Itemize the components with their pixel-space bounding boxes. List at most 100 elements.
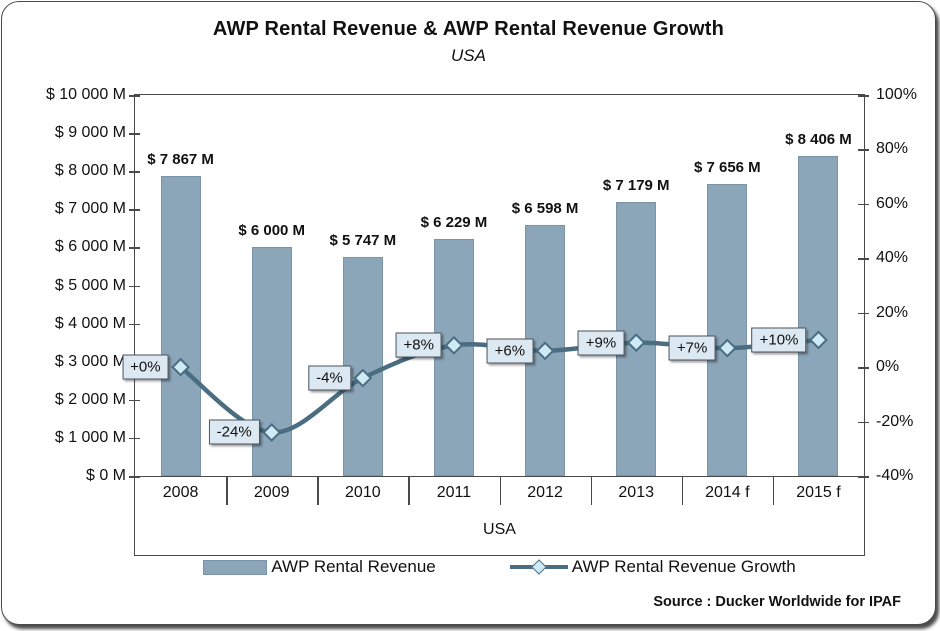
x-axis-label: 2009: [253, 484, 290, 501]
left-axis-tick: [129, 323, 140, 326]
bar-2010: [342, 257, 383, 476]
right-axis-tick-label: 20%: [876, 303, 909, 321]
bar-value-label: $ 7 656 M: [693, 159, 761, 177]
bar-series-swatch: [203, 559, 268, 575]
left-axis-tick-label: $ 0 M: [85, 467, 126, 484]
growth-value-label: +8%: [395, 332, 442, 358]
left-axis-tick-label: $ 10 000 M: [45, 86, 126, 103]
x-axis-title: USA: [483, 521, 516, 538]
right-axis-tick-label: 0%: [876, 358, 900, 376]
x-axis-line: [135, 476, 864, 477]
right-axis-tick-label: 80%: [876, 140, 909, 158]
x-axis-separator: [226, 476, 228, 505]
right-axis-tick-label: 40%: [876, 249, 909, 267]
left-axis-tick-label: $ 5 000 M: [54, 276, 126, 294]
right-axis-tick: [858, 421, 869, 424]
chart-title: AWP Rental Revenue & AWP Rental Revenue …: [212, 18, 725, 40]
right-axis-tick: [858, 203, 869, 206]
left-axis-tick-label: $ 6 000 M: [54, 238, 126, 256]
left-axis-tick: [129, 209, 140, 211]
x-axis-label: 2012: [527, 484, 563, 501]
legend-label-revenue: AWP Rental Revenue: [271, 557, 436, 576]
x-axis-separator: [499, 476, 501, 505]
source-note: Source : Ducker Worldwide for IPAF: [653, 594, 901, 610]
left-axis-tick: [129, 361, 140, 364]
left-axis-tick-label: $ 4 000 M: [54, 314, 126, 332]
bar-value-label: $ 6 598 M: [511, 199, 579, 217]
left-axis-tick: [129, 133, 140, 135]
left-axis-tick: [129, 95, 140, 97]
left-axis-tick: [129, 399, 140, 402]
right-axis-tick: [858, 367, 869, 369]
x-axis-separator: [590, 476, 593, 505]
right-axis-tick-label: 60%: [876, 194, 909, 212]
x-axis-separator: [317, 476, 319, 505]
growth-value-label: +6%: [486, 338, 534, 364]
bar-value-label: $ 6 229 M: [420, 213, 488, 231]
growth-marker: [353, 368, 373, 388]
x-axis-separator: [681, 476, 684, 505]
chart-subtitle: USA: [451, 46, 486, 65]
growth-value-label: +10%: [751, 327, 807, 353]
plot-border: [134, 94, 865, 556]
x-axis-label: 2014 f: [705, 484, 750, 501]
bar-value-label: $ 7 867 M: [147, 151, 214, 169]
line-series-swatch: [509, 559, 568, 575]
growth-marker: [717, 338, 737, 358]
legend-label-growth: AWP Rental Revenue Growth: [571, 557, 796, 576]
x-axis-separator: [772, 476, 775, 505]
x-axis-label: 2015 f: [796, 484, 841, 501]
left-axis-tick: [129, 476, 140, 478]
legend-item-growth: AWP Rental Revenue Growth: [509, 557, 796, 577]
bar-value-label: $ 5 747 M: [329, 232, 397, 250]
growth-marker: [535, 341, 555, 361]
x-axis-separator: [408, 476, 410, 505]
growth-value-label: +7%: [668, 335, 716, 361]
x-axis-label: 2010: [345, 484, 381, 501]
bar-2008: [160, 176, 201, 476]
left-axis-tick-label: $ 3 000 M: [54, 352, 126, 370]
growth-marker: [444, 335, 464, 355]
growth-marker: [262, 423, 282, 442]
bar-2013: [616, 202, 657, 476]
right-axis-tick: [858, 95, 869, 97]
bar-value-label: $ 8 406 M: [785, 130, 852, 148]
legend: AWP Rental Revenue AWP Rental Revenue Gr…: [135, 557, 864, 577]
right-axis-tick: [858, 476, 869, 478]
left-axis-tick-label: $ 9 000 M: [54, 124, 126, 142]
x-axis-label: 2013: [618, 484, 654, 501]
right-axis-tick: [858, 149, 869, 151]
growth-value-label: -4%: [308, 365, 351, 391]
growth-marker: [809, 330, 828, 350]
right-axis-tick-label: -40%: [876, 467, 914, 484]
bar-2015 f: [798, 155, 839, 476]
right-axis-tick: [858, 258, 869, 260]
x-axis-label: 2011: [436, 484, 472, 501]
right-axis-tick-label: -20%: [876, 412, 914, 430]
bar-2012: [525, 224, 566, 476]
diamond-marker-icon: [530, 559, 547, 575]
growth-value-label: -24%: [208, 419, 260, 445]
bar-2009: [251, 247, 292, 476]
left-axis-tick: [129, 171, 140, 173]
bar-value-label: $ 7 179 M: [602, 177, 670, 195]
growth-marker: [626, 333, 646, 353]
right-axis-tick: [858, 312, 869, 315]
left-axis-tick: [129, 437, 140, 440]
left-axis-tick: [129, 247, 140, 249]
legend-item-revenue: AWP Rental Revenue: [203, 557, 436, 577]
bar-2011: [433, 238, 474, 476]
left-axis-tick: [129, 285, 140, 287]
bar-value-label: $ 6 000 M: [238, 222, 306, 240]
right-axis-tick-label: 100%: [876, 86, 917, 103]
growth-marker: [171, 357, 190, 377]
left-axis-tick-label: $ 7 000 M: [54, 200, 126, 218]
growth-value-label: +0%: [122, 354, 169, 380]
left-axis-tick-label: $ 8 000 M: [54, 162, 126, 180]
growth-value-label: +9%: [577, 330, 625, 356]
bar-2014 f: [707, 184, 748, 476]
x-axis-label: 2008: [162, 484, 199, 501]
left-axis-tick-label: $ 2 000 M: [54, 390, 126, 408]
left-axis-tick-label: $ 1 000 M: [54, 428, 126, 446]
